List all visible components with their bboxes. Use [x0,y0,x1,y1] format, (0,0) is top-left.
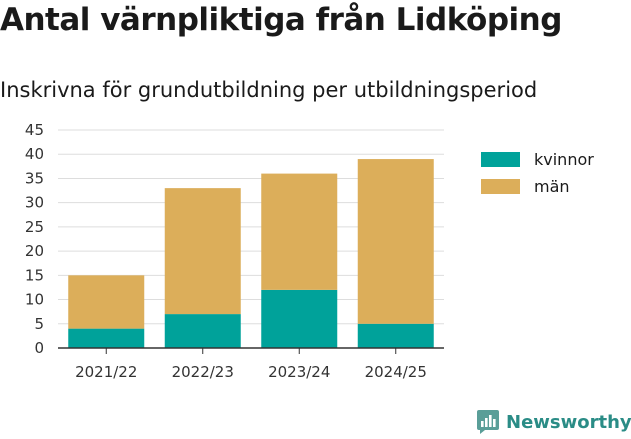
legend-label-kvinnor: kvinnor [534,150,594,169]
newsworthy-logo-icon [477,410,499,434]
y-tick-label-35: 35 [25,169,44,187]
x-tick-label-2022-23: 2022/23 [172,363,234,381]
legend-swatch-kvinnor [481,152,520,167]
y-tick-label-45: 45 [25,121,44,139]
y-tick-label-0: 0 [34,339,44,357]
legend-label-man: män [534,177,570,196]
y-tick-label-25: 25 [25,218,44,236]
y-tick-label-5: 5 [34,315,44,333]
bar-kvinnor-2022-23 [164,314,241,348]
legend: kvinnor män [481,146,594,200]
x-tick-label-2023-24: 2023/24 [268,363,330,381]
bar-man-2021-22 [68,275,145,329]
brand-logo[interactable]: Newsworthy [476,409,631,435]
y-tick-label-30: 30 [25,194,44,212]
bar-kvinnor-2024-25 [357,323,434,348]
x-tick-label-2024-25: 2024/25 [365,363,427,381]
chart-title: Antal värnpliktiga från Lidköping [0,2,562,38]
bar-man-2024-25 [357,159,434,324]
x-tick-label-2021-22: 2021/22 [75,363,137,381]
legend-item-kvinnor: kvinnor [481,146,594,173]
chart-subtitle: Inskrivna för grundutbildning per utbild… [0,78,538,102]
brand-name: Newsworthy [506,411,631,433]
y-tick-label-20: 20 [25,242,44,260]
y-tick-label-15: 15 [25,266,44,284]
bar-kvinnor-2021-22 [68,328,145,348]
legend-swatch-man [481,179,520,194]
bar-man-2022-23 [164,188,241,315]
y-tick-label-10: 10 [25,291,44,309]
y-tick-label-40: 40 [25,145,44,163]
bar-man-2023-24 [261,173,338,290]
legend-item-man: män [481,173,594,200]
bar-kvinnor-2023-24 [261,289,338,348]
